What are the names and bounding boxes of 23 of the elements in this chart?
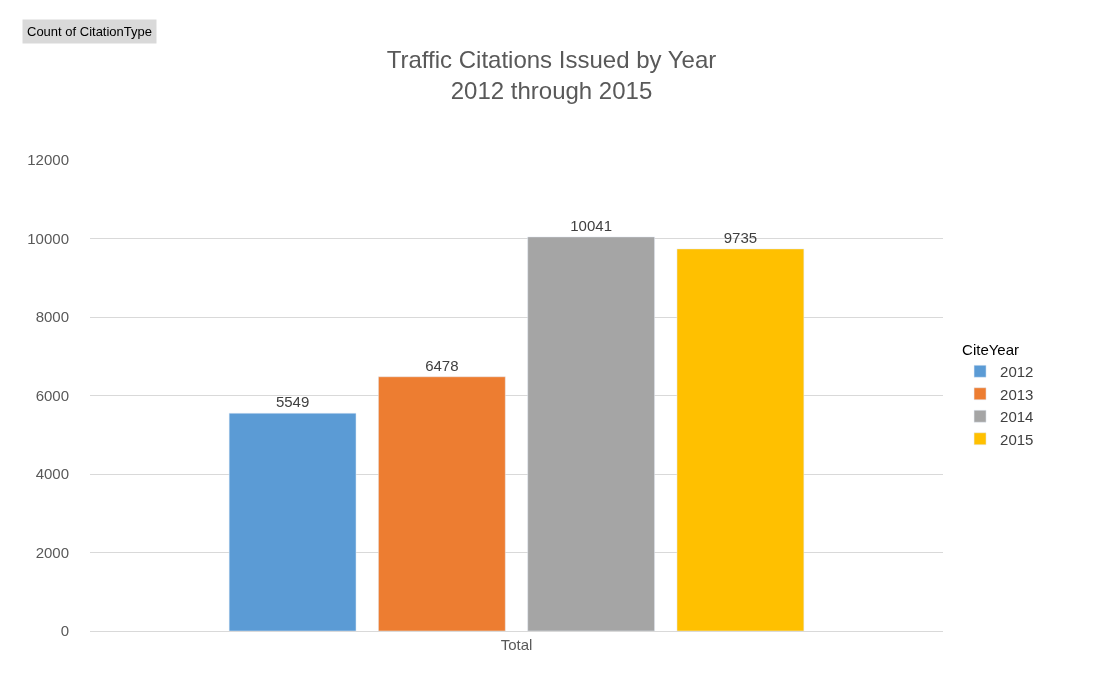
bar [527, 236, 655, 631]
bar [378, 376, 506, 631]
data-label: 10041 [570, 216, 612, 234]
y-tick-label: 8000 [35, 308, 69, 326]
data-label: 9735 [723, 228, 758, 246]
bar [228, 412, 357, 631]
chart-title: Traffic Citations Issued by Year 2012 through 2015 [386, 46, 717, 105]
legend-title: CiteYear [962, 341, 1020, 358]
y-tick-label: 12000 [27, 151, 69, 169]
y-tick-label: 0 [60, 622, 69, 640]
text: Count of CitationType [27, 24, 153, 39]
legend-label: 2013 [1000, 385, 1034, 403]
y-tick-label: 4000 [35, 465, 69, 483]
legend-label: 2012 [1000, 363, 1034, 381]
data-label: 6478 [425, 356, 459, 374]
legend-label: 2014 [1000, 408, 1034, 426]
y-tick-label: 10000 [27, 229, 69, 247]
y-tick-label: 2000 [35, 543, 69, 561]
data-label: 5549 [275, 393, 310, 411]
bar [676, 248, 805, 631]
legend-label: 2015 [1000, 430, 1034, 448]
y-tick-label: 6000 [35, 386, 69, 404]
x-tick-label: Total [500, 636, 533, 653]
